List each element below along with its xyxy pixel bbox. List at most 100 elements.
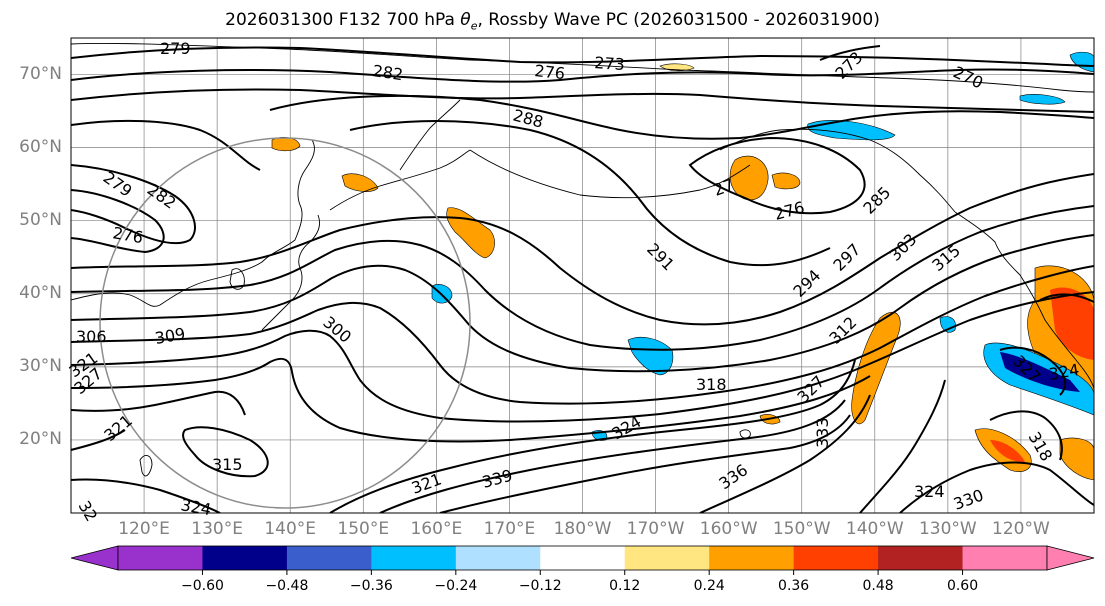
longitude-label: 180°W <box>553 519 612 539</box>
latitude-label: 70°N <box>19 63 62 84</box>
figure-title: 2026031300 F132 700 hPa θe, Rossby Wave … <box>0 10 1105 32</box>
contour-label: 273 <box>594 53 626 74</box>
longitude-label: 160°W <box>699 519 758 539</box>
contour-line <box>71 46 1094 67</box>
colorbar-segment <box>286 546 372 570</box>
title-theta-symbol: θ <box>460 10 471 30</box>
pc-shade-okhotsk-positive <box>341 173 379 192</box>
colorbar-segment <box>371 546 457 570</box>
contour-line <box>182 426 269 478</box>
contour-line <box>899 461 1094 513</box>
contour-line <box>71 173 1094 326</box>
longitude-label: 160°E <box>410 519 463 539</box>
contour-line <box>71 119 261 171</box>
contour-line <box>999 346 1067 396</box>
contour-label: 279 <box>160 39 191 58</box>
longitude-label: 170°W <box>626 519 685 539</box>
colorbar-ticks <box>201 570 964 575</box>
longitude-label: 140°E <box>264 519 317 539</box>
title-subscript: e <box>470 19 478 33</box>
contour-layer <box>71 45 1094 513</box>
colorbar-segment <box>540 546 626 570</box>
pc-shade-alaska-small <box>771 172 801 190</box>
coastline-kamchatka <box>399 99 461 171</box>
latitude-label: 30°N <box>19 355 62 376</box>
longitude-label: 120°W <box>992 519 1050 539</box>
longitude-label: 130°W <box>918 519 977 539</box>
contour-label: 306 <box>76 327 107 346</box>
latitude-label: 60°N <box>19 136 62 157</box>
contour-line <box>329 359 856 513</box>
contour-label: 318 <box>696 375 727 394</box>
contour-line <box>71 205 1094 351</box>
coastline-asia <box>71 139 315 307</box>
pc-shade-east-pacific-strong <box>1050 287 1094 360</box>
coastline-alaska <box>719 128 956 213</box>
colorbar-segment <box>455 546 541 570</box>
colorbar-tick-label: −0.12 <box>518 578 562 594</box>
pc-shade-hawaii-negative <box>627 337 674 376</box>
coastline-aleutian <box>469 149 751 199</box>
colorbar-segment <box>962 546 1048 570</box>
colorbar-tick-label: 0.60 <box>946 578 979 594</box>
latitude-label: 50°N <box>19 209 62 230</box>
contour-label: 315 <box>212 455 243 474</box>
coastline-philippines <box>139 454 153 477</box>
contour-line <box>71 429 126 451</box>
map-panel: 279 282 276 273 288 273 270 279 282 276 … <box>65 37 1095 525</box>
contour-line <box>379 399 846 513</box>
colorbar-segment <box>709 546 795 570</box>
coastline-north-america <box>954 211 1094 391</box>
title-prefix: 2026031300 F132 700 hPa <box>225 10 461 30</box>
colorbar-segment <box>793 546 879 570</box>
contour-line <box>688 136 866 215</box>
contour-label: 282 <box>371 61 404 84</box>
colorbar-tick-label: 0.24 <box>693 578 725 594</box>
colorbar-right-extension <box>1046 545 1095 571</box>
contour-line <box>71 357 871 443</box>
contour-label: 324 <box>914 482 945 501</box>
contour-line <box>71 234 1094 373</box>
coastline-hawaii <box>739 429 751 439</box>
contour-line <box>269 94 1094 140</box>
longitude-label: 140°W <box>845 519 904 539</box>
contour-line <box>71 291 1094 423</box>
contour-line <box>349 120 831 267</box>
contour-line <box>71 164 196 245</box>
colorbar-tick-label: −0.60 <box>181 578 224 594</box>
coastline-kuril <box>329 149 471 211</box>
colorbar-left-extension <box>70 545 119 571</box>
colorbar-tick-label: 0.36 <box>778 578 810 594</box>
contour-line <box>71 390 246 416</box>
colorbar-tick-label: −0.36 <box>349 578 393 594</box>
contour-line <box>859 379 946 513</box>
contour-line <box>71 88 1094 113</box>
longitude-label: 120°E <box>118 519 170 539</box>
colorbar <box>70 545 1095 575</box>
contour-line <box>71 68 1094 83</box>
contour-line <box>71 189 165 254</box>
colorbar-tick-label: −0.24 <box>434 578 478 594</box>
pc-shade-east-pacific-negative-core <box>1000 352 1080 392</box>
colorbar-tick-label: −0.48 <box>265 578 309 594</box>
contour-line <box>71 265 1094 405</box>
contour-label: 276 <box>534 61 566 83</box>
contour-line <box>989 410 1063 461</box>
colorbar-segment <box>624 546 710 570</box>
pc-shade-arctic-top-right <box>1069 51 1094 73</box>
colorbar-tick-label: 0.12 <box>609 578 641 594</box>
contour-line <box>819 45 881 61</box>
contour-line <box>71 478 221 513</box>
latitude-label: 40°N <box>19 282 62 303</box>
pc-shade-southeast-corner <box>1059 437 1094 481</box>
map-frame <box>70 37 1095 514</box>
title-suffix: , Rossby Wave PC (2026031500 - 202603190… <box>477 10 880 30</box>
longitude-label: 130°E <box>191 519 243 539</box>
pc-shade-arctic-negative <box>1019 94 1066 105</box>
colorbar-segment <box>118 546 203 570</box>
contour-line <box>699 394 871 513</box>
contour-line <box>1039 293 1094 303</box>
colorbar-segment <box>202 546 288 570</box>
colorbar-segments <box>117 545 1048 571</box>
